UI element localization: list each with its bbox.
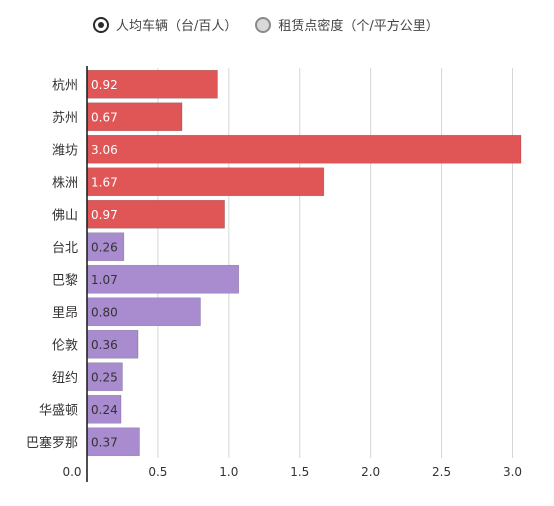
bar — [86, 362, 123, 392]
data-label: 0.92 — [91, 78, 118, 92]
x-tick-label: 2.0 — [361, 465, 380, 479]
x-tick-label: 0.5 — [148, 465, 167, 479]
category-label: 佛山 — [52, 208, 78, 223]
category-label: 里昂 — [52, 306, 78, 321]
radio-unselected-icon[interactable] — [255, 16, 272, 33]
category-label: 株洲 — [52, 176, 78, 191]
data-label: 0.24 — [91, 403, 118, 417]
radio-selected-icon[interactable] — [93, 16, 109, 33]
bar — [86, 69, 218, 99]
category-label: 巴塞罗那 — [26, 435, 78, 451]
x-tick-label: 2.5 — [432, 465, 451, 479]
legend: 人均车辆（台/百人） 租赁点密度（个/平方公里） — [93, 15, 457, 34]
data-label: 0.97 — [91, 208, 118, 222]
category-label: 潍坊 — [52, 143, 78, 158]
bar — [86, 199, 225, 229]
data-label: 0.25 — [91, 370, 118, 384]
data-label: 1.07 — [91, 273, 118, 287]
x-tick-label: 1.0 — [219, 465, 238, 479]
legend-label-per-capita: 人均车辆（台/百人） — [116, 19, 238, 34]
category-label: 纽约 — [52, 371, 78, 386]
category-label: 伦敦 — [52, 337, 78, 353]
bar — [86, 427, 140, 457]
category-label: 杭州 — [52, 78, 78, 93]
category-label: 苏州 — [52, 110, 78, 126]
bar — [86, 394, 122, 424]
data-label: 0.80 — [91, 305, 118, 319]
category-label: 巴黎 — [52, 273, 78, 288]
data-label: 0.67 — [91, 110, 118, 124]
x-tick-label: 1.5 — [290, 465, 309, 479]
legend-item-density[interactable]: 租赁点密度（个/平方公里） — [255, 15, 439, 34]
category-label: 台北 — [52, 241, 78, 256]
category-label: 华盛顿 — [39, 403, 78, 418]
legend-item-per-capita[interactable]: 人均车辆（台/百人） — [93, 15, 237, 34]
data-label: 0.37 — [91, 435, 118, 449]
bar — [86, 167, 325, 197]
data-label: 0.36 — [91, 338, 118, 352]
x-tick-label: 3.0 — [503, 465, 522, 479]
bar — [86, 134, 522, 164]
bar — [86, 264, 240, 294]
bar — [86, 297, 201, 327]
data-label: 3.06 — [91, 143, 118, 157]
data-label: 0.26 — [91, 240, 118, 254]
data-label: 1.67 — [91, 175, 118, 189]
legend-label-density: 租赁点密度（个/平方公里） — [278, 19, 439, 34]
bar — [86, 232, 125, 262]
x-tick-label: 0.0 — [62, 465, 81, 479]
